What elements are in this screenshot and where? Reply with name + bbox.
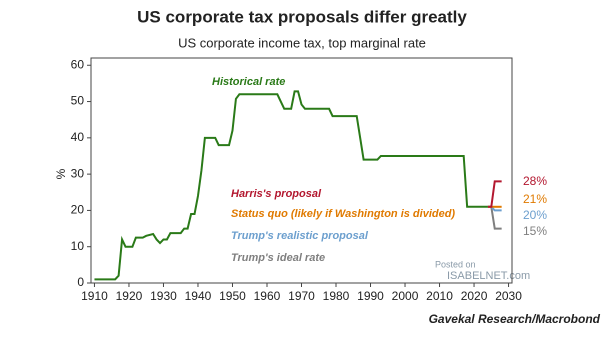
y-axis-label: % bbox=[54, 168, 68, 179]
x-tick-label: 2010 bbox=[426, 289, 453, 303]
x-tick-label: 2000 bbox=[392, 289, 419, 303]
series-annotation: Historical rate bbox=[212, 76, 285, 88]
watermark: ISABELNET.com bbox=[447, 270, 530, 282]
x-tick-label: 1990 bbox=[357, 289, 384, 303]
x-tick-label: 1970 bbox=[288, 289, 315, 303]
end-value-label: 21% bbox=[523, 192, 547, 206]
x-tick-label: 1980 bbox=[323, 289, 350, 303]
y-tick-label: 20 bbox=[71, 203, 85, 217]
plot-frame bbox=[90, 57, 513, 284]
x-tick-label: 2020 bbox=[461, 289, 488, 303]
series-annotation: Status quo (likely if Washington is divi… bbox=[231, 208, 455, 220]
x-tick-label: 2030 bbox=[495, 289, 522, 303]
y-tick-label: 50 bbox=[71, 94, 85, 108]
y-tick-label: 40 bbox=[71, 130, 85, 144]
x-tick-label: 1940 bbox=[185, 289, 212, 303]
y-tick-label: 0 bbox=[77, 275, 84, 289]
source: Gavekal Research/Macrobond bbox=[429, 312, 601, 326]
series-line bbox=[94, 90, 488, 281]
series-annotation: Trump's realistic proposal bbox=[231, 230, 369, 242]
series-annotation: Trump's ideal rate bbox=[231, 252, 325, 264]
x-tick-label: 1930 bbox=[150, 289, 177, 303]
y-tick-label: 10 bbox=[71, 239, 85, 253]
chart-subtitle: US corporate income tax, top marginal ra… bbox=[178, 35, 426, 50]
series-line bbox=[487, 180, 502, 208]
series-annotation: Harris's proposal bbox=[231, 188, 322, 200]
x-tick-label: 1910 bbox=[81, 289, 108, 303]
end-value-label: 15% bbox=[523, 224, 547, 238]
end-value-label: 20% bbox=[523, 208, 547, 222]
x-tick-label: 1960 bbox=[254, 289, 281, 303]
x-tick-label: 1920 bbox=[116, 289, 143, 303]
watermark: Posted on bbox=[435, 259, 476, 269]
y-tick-label: 30 bbox=[71, 166, 85, 180]
x-tick-label: 1950 bbox=[219, 289, 246, 303]
chart-title: US corporate tax proposals differ greatl… bbox=[137, 7, 467, 26]
end-value-label: 28% bbox=[523, 174, 547, 188]
y-tick-label: 60 bbox=[71, 57, 85, 71]
